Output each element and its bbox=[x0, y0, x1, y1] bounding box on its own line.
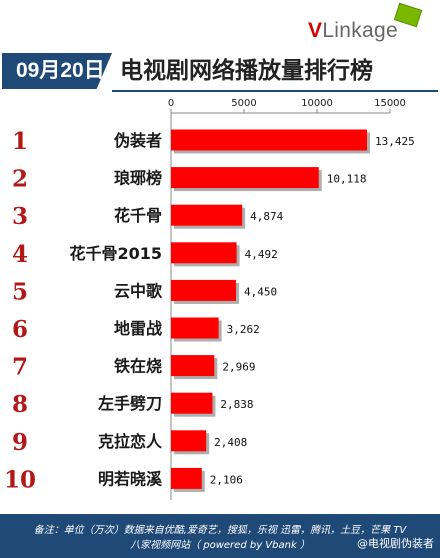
bar bbox=[171, 355, 215, 377]
category-label: 明若晓溪 bbox=[98, 469, 163, 488]
rank-number: 1 bbox=[12, 128, 28, 155]
rank-number: 7 bbox=[12, 354, 28, 381]
footer-note-line2: 八家视频网站（ powered by Vbank ） bbox=[130, 540, 310, 551]
bar bbox=[171, 467, 202, 489]
footer: 备注：单位（万次）数据来自优酷,爱奇艺，搜狐，乐视 迅雷，腾讯，土豆，芒果 TV… bbox=[0, 514, 440, 558]
rank-number: 5 bbox=[12, 278, 28, 305]
date-badge: 09月20日 bbox=[2, 53, 112, 89]
bar bbox=[171, 129, 368, 151]
watermark: @电视剧伪装者 bbox=[357, 537, 434, 550]
bar bbox=[171, 167, 319, 189]
header: 09月20日 电视剧网络播放量排行榜 bbox=[0, 53, 440, 92]
rank-number: 2 bbox=[12, 166, 28, 193]
value-label: 10,118 bbox=[327, 173, 367, 186]
value-label: 2,106 bbox=[210, 473, 243, 486]
footer-note-line1: 备注：单位（万次）数据来自优酷,爱奇艺，搜狐，乐视 迅雷，腾讯，土豆，芒果 TV bbox=[33, 525, 407, 536]
rank-number: 4 bbox=[12, 241, 28, 268]
category-label: 伪装者 bbox=[113, 131, 162, 150]
category-label: 花千骨 bbox=[114, 206, 162, 225]
category-label: 左手劈刀 bbox=[97, 394, 162, 413]
rank-number: 3 bbox=[12, 203, 28, 230]
value-label: 3,262 bbox=[227, 323, 260, 336]
value-label: 2,969 bbox=[222, 361, 255, 374]
rank-number: 8 bbox=[12, 391, 28, 418]
bar bbox=[171, 242, 237, 264]
rank-number: 10 bbox=[4, 466, 36, 493]
x-tick-label: 15000 bbox=[374, 98, 406, 109]
rank-number: 9 bbox=[12, 429, 28, 456]
category-label: 克拉恋人 bbox=[98, 432, 163, 451]
bar bbox=[171, 317, 219, 339]
title-underline bbox=[112, 90, 438, 92]
logo-rest: Linkage bbox=[322, 19, 398, 42]
category-label: 花千骨2015 bbox=[69, 244, 162, 263]
x-tick-label: 0 bbox=[168, 98, 174, 109]
x-tick-label: 5000 bbox=[231, 98, 256, 109]
bar bbox=[171, 392, 213, 414]
category-label: 云中歌 bbox=[114, 281, 163, 300]
value-label: 13,425 bbox=[375, 135, 415, 148]
page-title: 电视剧网络播放量排行榜 bbox=[120, 58, 373, 84]
category-label: 铁在烧 bbox=[114, 357, 162, 376]
logo-text: VLinkage bbox=[308, 19, 398, 43]
rank-number: 6 bbox=[12, 316, 28, 343]
value-label: 4,492 bbox=[245, 248, 278, 261]
value-label: 2,408 bbox=[214, 436, 247, 449]
value-label: 4,450 bbox=[244, 285, 277, 298]
category-label: 地雷战 bbox=[114, 319, 162, 338]
bar bbox=[171, 279, 236, 301]
value-label: 2,838 bbox=[220, 398, 253, 411]
category-label: 琅琊榜 bbox=[114, 169, 162, 188]
bar bbox=[171, 204, 243, 226]
logo-accent: V bbox=[308, 19, 323, 42]
value-label: 4,874 bbox=[250, 210, 283, 223]
vlinkage-logo: VLinkage bbox=[308, 2, 423, 43]
x-tick-label: 10000 bbox=[301, 98, 333, 109]
bar bbox=[171, 430, 207, 452]
